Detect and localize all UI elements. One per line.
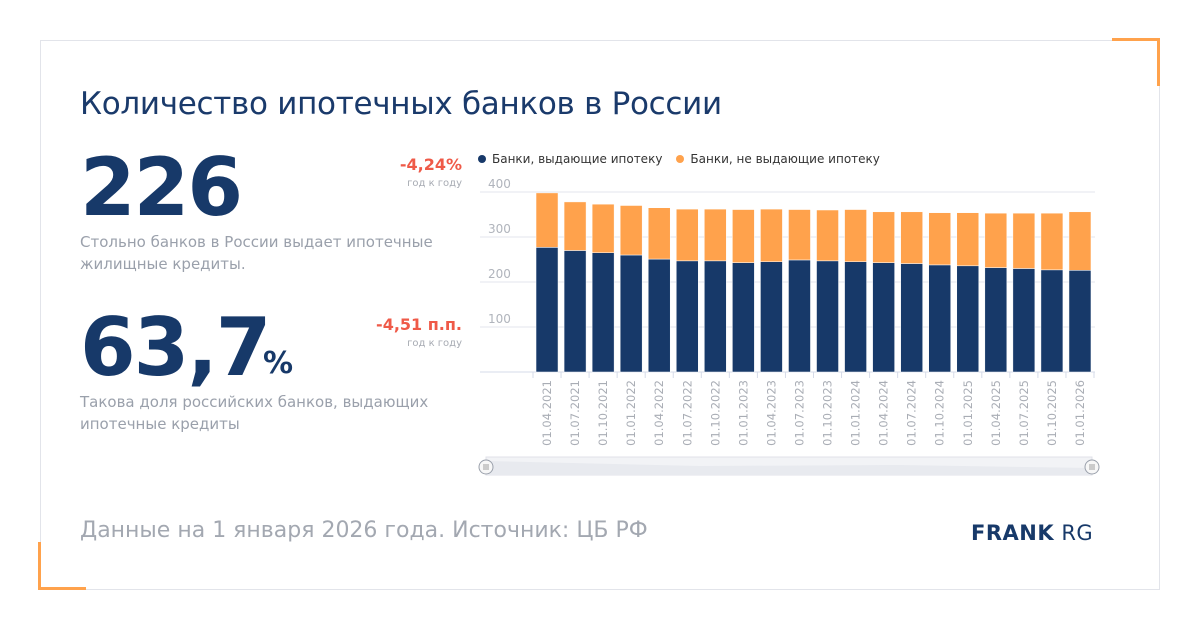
x-tick-label: 01.10.2024 xyxy=(933,380,947,446)
bar-not-issuing[interactable] xyxy=(732,209,755,263)
x-tick-label: 01.07.2025 xyxy=(1017,380,1031,446)
bar-issuing[interactable] xyxy=(1068,270,1092,373)
y-tick-label: 200 xyxy=(488,267,511,281)
bar-not-issuing[interactable] xyxy=(563,201,587,251)
bar-issuing[interactable] xyxy=(619,254,643,373)
y-tick-label: 400 xyxy=(488,177,511,191)
bar-issuing[interactable] xyxy=(1040,269,1064,373)
card xyxy=(40,40,1160,590)
corner-decoration xyxy=(38,542,86,590)
bar-not-issuing[interactable] xyxy=(984,212,1008,268)
logo-light: RG xyxy=(1061,521,1094,545)
x-tick-label: 01.04.2023 xyxy=(764,380,778,446)
bar-not-issuing[interactable] xyxy=(844,209,867,263)
x-tick-label: 01.01.2024 xyxy=(849,380,863,446)
stat-share: 63,7 xyxy=(80,301,271,394)
x-tick-label: 01.01.2022 xyxy=(624,380,638,446)
bar-not-issuing[interactable] xyxy=(535,192,559,248)
x-tick-label: 01.07.2022 xyxy=(680,380,694,446)
bar-issuing[interactable] xyxy=(900,263,923,373)
bar-not-issuing[interactable] xyxy=(816,209,839,262)
bar-issuing[interactable] xyxy=(816,260,839,373)
bar-not-issuing[interactable] xyxy=(704,208,727,262)
x-tick-label: 01.01.2023 xyxy=(736,380,750,446)
bar-issuing[interactable] xyxy=(591,252,615,373)
navigator-series xyxy=(486,461,1092,475)
stat-share-unit: % xyxy=(263,346,294,381)
x-tick-label: 01.10.2025 xyxy=(1045,380,1059,446)
logo: FRANK RG xyxy=(971,521,1093,545)
x-tick-label: 01.04.2021 xyxy=(540,380,554,446)
legend-label: Банки, выдающие ипотеку xyxy=(492,152,663,166)
bar-not-issuing[interactable] xyxy=(591,203,615,253)
x-tick-label: 01.10.2022 xyxy=(708,380,722,446)
bar-issuing[interactable] xyxy=(732,262,755,373)
stat-banks-count: 226 xyxy=(80,141,243,234)
legend-item-issuing[interactable]: Банки, выдающие ипотеку xyxy=(478,152,662,166)
bar-not-issuing[interactable] xyxy=(1040,212,1064,271)
bar-issuing[interactable] xyxy=(872,262,895,373)
x-tick-label: 01.07.2023 xyxy=(792,380,806,446)
x-tick-label: 01.04.2024 xyxy=(877,380,891,446)
x-tick-label: 01.01.2026 xyxy=(1073,380,1087,446)
bar-issuing[interactable] xyxy=(535,247,559,373)
stat-banks-change: -4,24% xyxy=(399,155,462,174)
x-tick-label: 01.10.2023 xyxy=(821,380,835,446)
bar-not-issuing[interactable] xyxy=(956,212,980,267)
stat-banks-change-label: год к году xyxy=(407,178,462,189)
legend-dot-icon xyxy=(478,155,486,163)
bar-issuing[interactable] xyxy=(928,264,951,373)
page-title: Количество ипотечных банков в России xyxy=(80,86,722,122)
logo-bold: FRANK xyxy=(971,521,1055,545)
stat-share-change: -4,51 п.п. xyxy=(376,315,462,334)
bar-issuing[interactable] xyxy=(704,260,727,373)
bar-issuing[interactable] xyxy=(956,265,980,373)
bar-not-issuing[interactable] xyxy=(676,208,699,262)
bar-not-issuing[interactable] xyxy=(1068,211,1092,271)
x-tick-label: 01.10.2021 xyxy=(596,380,610,446)
bar-not-issuing[interactable] xyxy=(872,211,895,263)
x-tick-label: 01.04.2022 xyxy=(652,380,666,446)
bar-issuing[interactable] xyxy=(788,259,811,373)
bar-not-issuing[interactable] xyxy=(619,205,643,256)
y-tick-label: 300 xyxy=(488,222,511,236)
x-tick-label: 01.07.2021 xyxy=(568,380,582,446)
stat-share-description: Такова доля российских банков, выдающих … xyxy=(80,393,429,433)
bar-issuing[interactable] xyxy=(647,258,671,373)
x-tick-label: 01.01.2025 xyxy=(961,380,975,446)
bar-not-issuing[interactable] xyxy=(1012,212,1036,269)
bar-issuing[interactable] xyxy=(676,260,699,373)
bar-not-issuing[interactable] xyxy=(928,212,951,266)
y-tick-label: 100 xyxy=(488,312,511,326)
legend-dot-icon xyxy=(676,155,685,163)
legend-item-not-issuing[interactable]: Банки, не выдающие ипотеку xyxy=(676,152,880,166)
legend-label: Банки, не выдающие ипотеку xyxy=(690,152,880,166)
x-tick-label: 01.07.2024 xyxy=(905,380,919,446)
bar-not-issuing[interactable] xyxy=(900,211,923,264)
chart-legend: Банки, выдающие ипотеку Банки, не выдающ… xyxy=(478,152,880,166)
stat-banks-description: Стольно банков в России выдает ипотечные… xyxy=(80,233,433,273)
stat-share-change-label: год к году xyxy=(407,338,462,349)
corner-decoration xyxy=(1112,38,1160,86)
bar-not-issuing[interactable] xyxy=(647,207,671,260)
bar-issuing[interactable] xyxy=(563,250,587,373)
bar-not-issuing[interactable] xyxy=(760,208,783,263)
footer-source: Данные на 1 января 2026 года. Источник: … xyxy=(80,518,648,543)
bar-issuing[interactable] xyxy=(760,261,783,373)
bar-issuing[interactable] xyxy=(984,267,1008,373)
bar-not-issuing[interactable] xyxy=(788,209,811,261)
bar-issuing[interactable] xyxy=(844,261,867,373)
bar-issuing[interactable] xyxy=(1012,268,1036,373)
x-tick-label: 01.04.2025 xyxy=(989,380,1003,446)
